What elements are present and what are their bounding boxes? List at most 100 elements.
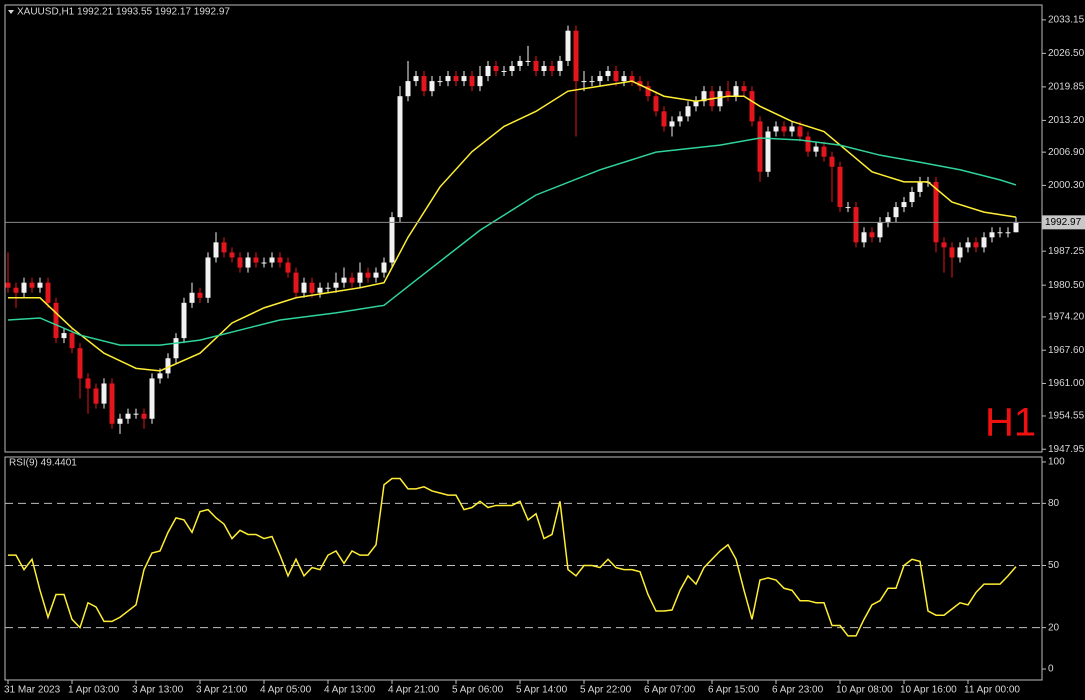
y-tick-label: 100 (1048, 457, 1065, 468)
y-tick-label: 1967.60 (1048, 345, 1085, 356)
candle-body (733, 86, 739, 97)
candle-body (133, 413, 139, 415)
x-tick-label: 4 Apr 13:00 (324, 685, 376, 696)
x-tick-label: 3 Apr 13:00 (132, 685, 184, 696)
y-tick-label: 2000.30 (1048, 180, 1085, 191)
candle-body (693, 101, 699, 107)
candle-body (853, 207, 859, 243)
candle-body (1013, 222, 1019, 233)
x-tick-label: 31 Mar 2023 (4, 685, 61, 696)
candle-body (69, 333, 75, 349)
candle-body (565, 30, 571, 61)
candle-body (637, 81, 643, 87)
candle-body (21, 282, 27, 293)
candle-body (37, 282, 43, 288)
candle-body (933, 181, 939, 243)
candle-body (397, 96, 403, 218)
candle-body (917, 181, 923, 192)
candle-body (837, 166, 843, 208)
candle-body (909, 191, 915, 203)
candle-body (877, 222, 883, 238)
x-tick-label: 5 Apr 22:00 (580, 685, 632, 696)
y-tick-label: 80 (1048, 498, 1060, 509)
candle-body (365, 272, 371, 278)
candle-body (117, 418, 123, 424)
candle-body (437, 81, 443, 83)
x-tick-label: 4 Apr 21:00 (388, 685, 440, 696)
candle-body (101, 383, 107, 404)
candle-body (237, 257, 243, 268)
candle-body (509, 65, 515, 72)
symbol-header: XAUUSD,H1 1992.21 1993.55 1992.17 1992.9… (17, 7, 230, 18)
candle-body (789, 126, 795, 132)
candle-body (717, 91, 723, 107)
candle-body (53, 302, 59, 339)
candle-body (725, 91, 731, 97)
candle-body (253, 257, 259, 263)
candle-body (901, 202, 907, 208)
candle-body (581, 81, 587, 83)
candle-body (325, 287, 331, 289)
candle-body (357, 272, 363, 283)
candle-body (541, 65, 547, 72)
candle-body (765, 131, 771, 172)
candle-body (981, 237, 987, 248)
menu-arrow[interactable] (8, 10, 14, 14)
candle-body (245, 257, 251, 268)
candle-body (677, 116, 683, 122)
candle-body (989, 232, 995, 238)
y-tick-label: 20 (1048, 622, 1060, 633)
x-tick-label: 4 Apr 05:00 (260, 685, 312, 696)
candle-body (405, 81, 411, 97)
candle-body (653, 96, 659, 112)
candle-body (453, 76, 459, 82)
candle-body (597, 76, 603, 82)
candle-body (373, 272, 379, 278)
rsi-panel-frame (4, 456, 1043, 681)
price-panel-frame (4, 4, 1043, 453)
candle-body (13, 287, 19, 293)
candle-body (1005, 232, 1011, 234)
candle-body (941, 242, 947, 248)
candle-body (893, 207, 899, 218)
y-tick-label: 1947.95 (1048, 444, 1085, 455)
y-tick-label: 2033.15 (1048, 15, 1085, 26)
candle-body (157, 373, 163, 379)
y-tick-label: 2013.20 (1048, 115, 1085, 126)
candle-body (805, 136, 811, 152)
candle-body (685, 106, 691, 117)
candle-body (477, 76, 483, 87)
candle-body (629, 76, 635, 82)
candle-body (77, 348, 83, 379)
candle-body (701, 91, 707, 102)
candle-body (197, 292, 203, 298)
candle-body (213, 242, 219, 258)
candle-body (229, 252, 235, 258)
y-tick-label: 1961.00 (1048, 378, 1085, 389)
moving-average (7, 137, 1017, 346)
candle-body (293, 272, 299, 293)
candle-body (165, 358, 171, 374)
x-tick-label: 6 Apr 15:00 (708, 685, 760, 696)
candle-body (149, 378, 155, 419)
candle-body (277, 257, 283, 263)
candle-body (181, 302, 187, 339)
candle-body (957, 247, 963, 258)
candle-body (613, 71, 619, 82)
candle-body (605, 71, 611, 77)
x-tick-label: 10 Apr 08:00 (836, 685, 893, 696)
last-price-box (1042, 215, 1085, 230)
candle-body (261, 262, 267, 264)
candle-body (845, 207, 851, 209)
candle-body (781, 126, 787, 132)
y-tick-label: 0 (1048, 664, 1054, 675)
candle-body (861, 232, 867, 243)
candle-body (749, 91, 755, 122)
y-tick-label: 1987.25 (1048, 246, 1085, 257)
candle-body (885, 217, 891, 223)
candle-body (621, 76, 627, 82)
candle-body (549, 65, 555, 72)
candle-body (573, 30, 579, 82)
x-tick-label: 11 Apr 00:00 (964, 685, 1020, 696)
candle-body (341, 277, 347, 283)
